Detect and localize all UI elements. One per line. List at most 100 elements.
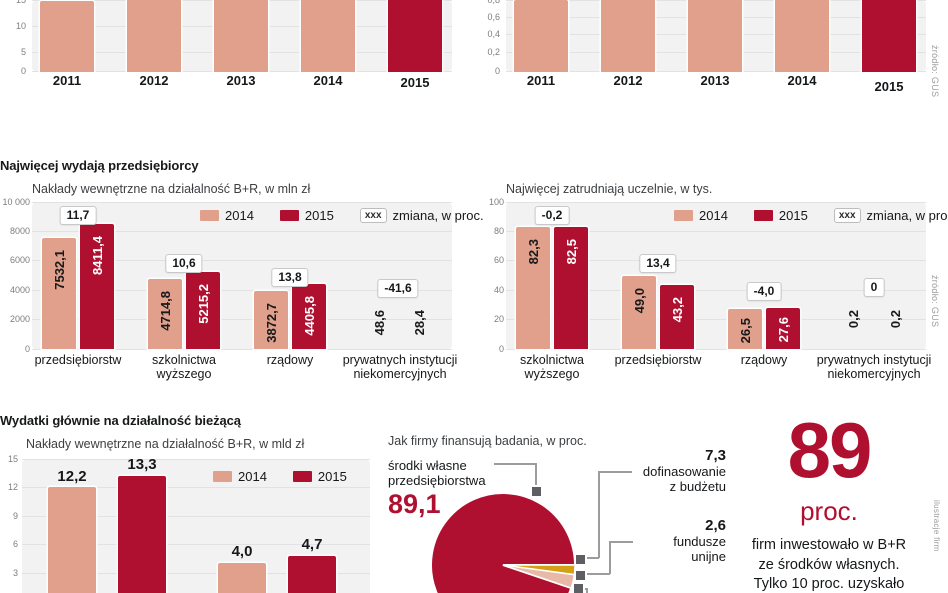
xcat-2012: 2012: [613, 73, 643, 88]
bar-2014: [728, 309, 762, 349]
leader-line-eu-h1: [609, 541, 633, 543]
ytick: 2000: [9, 314, 30, 324]
xcat-2011: 2011: [52, 73, 82, 88]
bar-2015: [766, 308, 800, 349]
xcat: szkolnictwa wyższego: [152, 353, 216, 381]
ytick: 0,8: [487, 0, 500, 5]
ytick: 3: [12, 568, 18, 578]
bar-2015: [554, 227, 588, 349]
leader-line-eu-h2: [584, 573, 610, 575]
pie-callout-main: środki własne przedsiębiorstwa 89,1: [388, 458, 508, 518]
bar-value-label: 26,5: [738, 318, 753, 344]
bar-2013: [688, 0, 742, 72]
bar-value-label: 12,2: [57, 468, 87, 485]
leader-line-budget-h2: [582, 557, 599, 559]
ytick: 0: [24, 344, 30, 354]
source-label-top: źródło: GUS: [930, 45, 940, 98]
legend-label-2014: 2014: [699, 208, 728, 223]
source-label-mid: źródło: GUS: [930, 275, 940, 328]
bar-2014: [301, 0, 355, 72]
xcat: rządowy: [266, 353, 314, 367]
legend-mid-right: 2014 2015 xxx zmiana, w proc.: [674, 208, 948, 223]
bar-value-label: 4,7: [301, 536, 323, 553]
ytick: 6: [12, 539, 18, 549]
bar-value-label: 0,2: [888, 310, 903, 329]
xcat: prywatnych instytucji niekomercyjnych: [342, 353, 458, 381]
section-subtitle-mid-left: Nakłady wewnętrzne na działalność B+R, w…: [32, 182, 311, 196]
xcat-2014: 2014: [313, 73, 343, 88]
chart-pie-funding: Jak firmy finansują badania, w proc. śro…: [386, 430, 726, 593]
bar-2014: [622, 276, 656, 349]
ytick: 0: [498, 344, 504, 354]
ytick: 60: [493, 255, 504, 265]
stat-line2: ze środków własnych.: [758, 556, 900, 573]
bar-value-label: 3872,7: [264, 303, 279, 343]
ytick: 0: [20, 66, 26, 76]
bar-2013: [214, 0, 268, 72]
change-chip: -4,0: [746, 282, 782, 301]
leader-node-eu: [574, 569, 587, 582]
change-chip: -0,2: [534, 206, 570, 225]
section-subtitle-mid-right: Najwięcej zatrudniają uczelnie, w tys.: [506, 182, 713, 196]
bar-2015: [292, 284, 326, 349]
bar-value-label: 48,6: [372, 310, 387, 336]
bar-2011: [40, 1, 94, 72]
bar-2014: [775, 0, 829, 72]
stat-line3: Tylko 10 proc. uzyskało: [753, 576, 905, 592]
bar-value-label: 82,3: [526, 239, 541, 265]
bar-2012: [601, 0, 655, 72]
ytick: 10: [15, 21, 26, 31]
ytick: 0,4: [487, 29, 500, 39]
legend-swatch-2015: [279, 210, 299, 221]
pie-title: Jak firmy finansują badania, w proc.: [388, 434, 587, 448]
leader-node-third: [572, 582, 585, 593]
ytick: 40: [493, 285, 504, 295]
bar-2014: [148, 279, 182, 349]
leader-node-main: [530, 485, 543, 498]
section-title-mid-left: Najwięcej wydają przedsiębiorcy: [0, 158, 199, 173]
legend-change-note: zmiana, w proc.: [392, 208, 484, 223]
bar-2011: [514, 0, 568, 72]
stat-number: 89: [787, 406, 873, 494]
chart-bottom-left: Wydatki głównie na działalność bieżącą N…: [0, 413, 400, 593]
change-chip: 10,6: [165, 254, 203, 273]
legend-swatch-2014: [213, 471, 232, 482]
bar-2014: [42, 238, 76, 349]
change-chip: 13,4: [639, 254, 677, 273]
legend-label-2014: 2014: [238, 469, 267, 484]
xcat-2011: 2011: [526, 73, 556, 88]
pie-eu-label-line2: unijne: [691, 549, 726, 564]
chart-top-left: 15 10 5 0 11,7 14,4 14,4 16,2 2011 2012 …: [0, 0, 470, 140]
chart-top-right: 0,8 0,6 0,4 0,2 0 0,75 2011 2012 2013 20…: [474, 0, 944, 140]
legend-label-2015: 2015: [317, 469, 347, 484]
bar-value-label: 4714,8: [158, 291, 173, 331]
ytick: 6000: [9, 255, 30, 265]
legend-label-2015: 2015: [304, 208, 334, 223]
legend-label-2015: 2015: [778, 208, 808, 223]
leader-line-third-v: [586, 588, 588, 593]
legend-change-note: zmiana, w proc.: [866, 208, 948, 223]
xcat: szkolnictwa wyższego: [520, 353, 584, 381]
leader-line-budget-v: [598, 471, 600, 558]
bar-2015: [288, 556, 336, 593]
chart-mid-left: Najwięcej wydają przedsiębiorcy Nakłady …: [0, 158, 484, 418]
xcat-2013: 2013: [226, 73, 256, 88]
bar-value-label: 7532,1: [52, 250, 67, 290]
legend-xxx-box: xxx: [833, 208, 861, 223]
pie-budget-label-line1: dofinasowanie: [642, 464, 726, 479]
bar-value-label: 28,4: [412, 310, 427, 336]
ytick: 8000: [9, 226, 30, 236]
xcat: rządowy: [740, 353, 788, 367]
bar-2015: [660, 285, 694, 349]
bar-2015: [80, 224, 114, 349]
leader-line-main-h: [494, 463, 536, 465]
legend-swatch-2014: [200, 210, 219, 221]
bar-value-label: 13,3: [127, 456, 157, 473]
ytick: 15: [7, 454, 18, 464]
ytick: 0,6: [487, 12, 500, 22]
illustration-label: ilustracje firm: [932, 500, 941, 552]
pie-callout-eu: 2,6 fundusze unijne: [634, 518, 726, 565]
section-subtitle-bottom-left: Nakłady wewnętrzne na działalność B+R, w…: [26, 437, 305, 451]
xcat-2015: 2015: [874, 79, 904, 94]
bar-2012: [127, 0, 181, 72]
